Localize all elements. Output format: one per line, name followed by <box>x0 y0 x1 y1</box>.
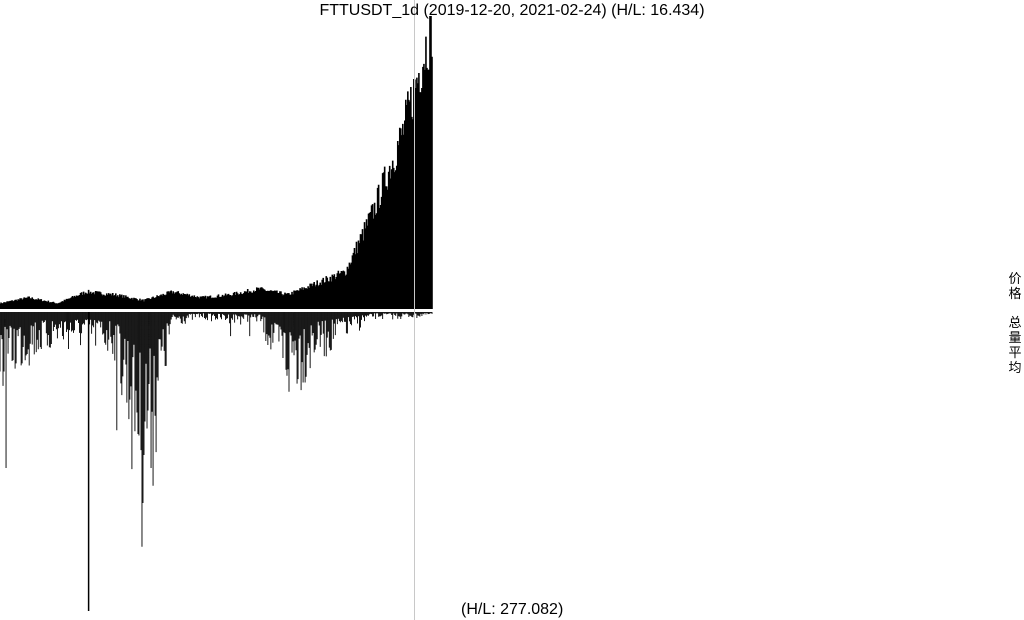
volume-series <box>0 312 433 547</box>
volume-bars <box>0 312 433 611</box>
price-side-label: 价格 <box>1008 272 1022 302</box>
chart-title: FTTUSDT_1d (2019-12-20, 2021-02-24) (H/L… <box>319 2 705 19</box>
volume-hl-label: (H/L: 277.082) <box>461 601 564 618</box>
volume-side-label: 总量平均 <box>1008 316 1022 376</box>
price-series <box>0 16 433 309</box>
price-bars <box>0 16 433 309</box>
